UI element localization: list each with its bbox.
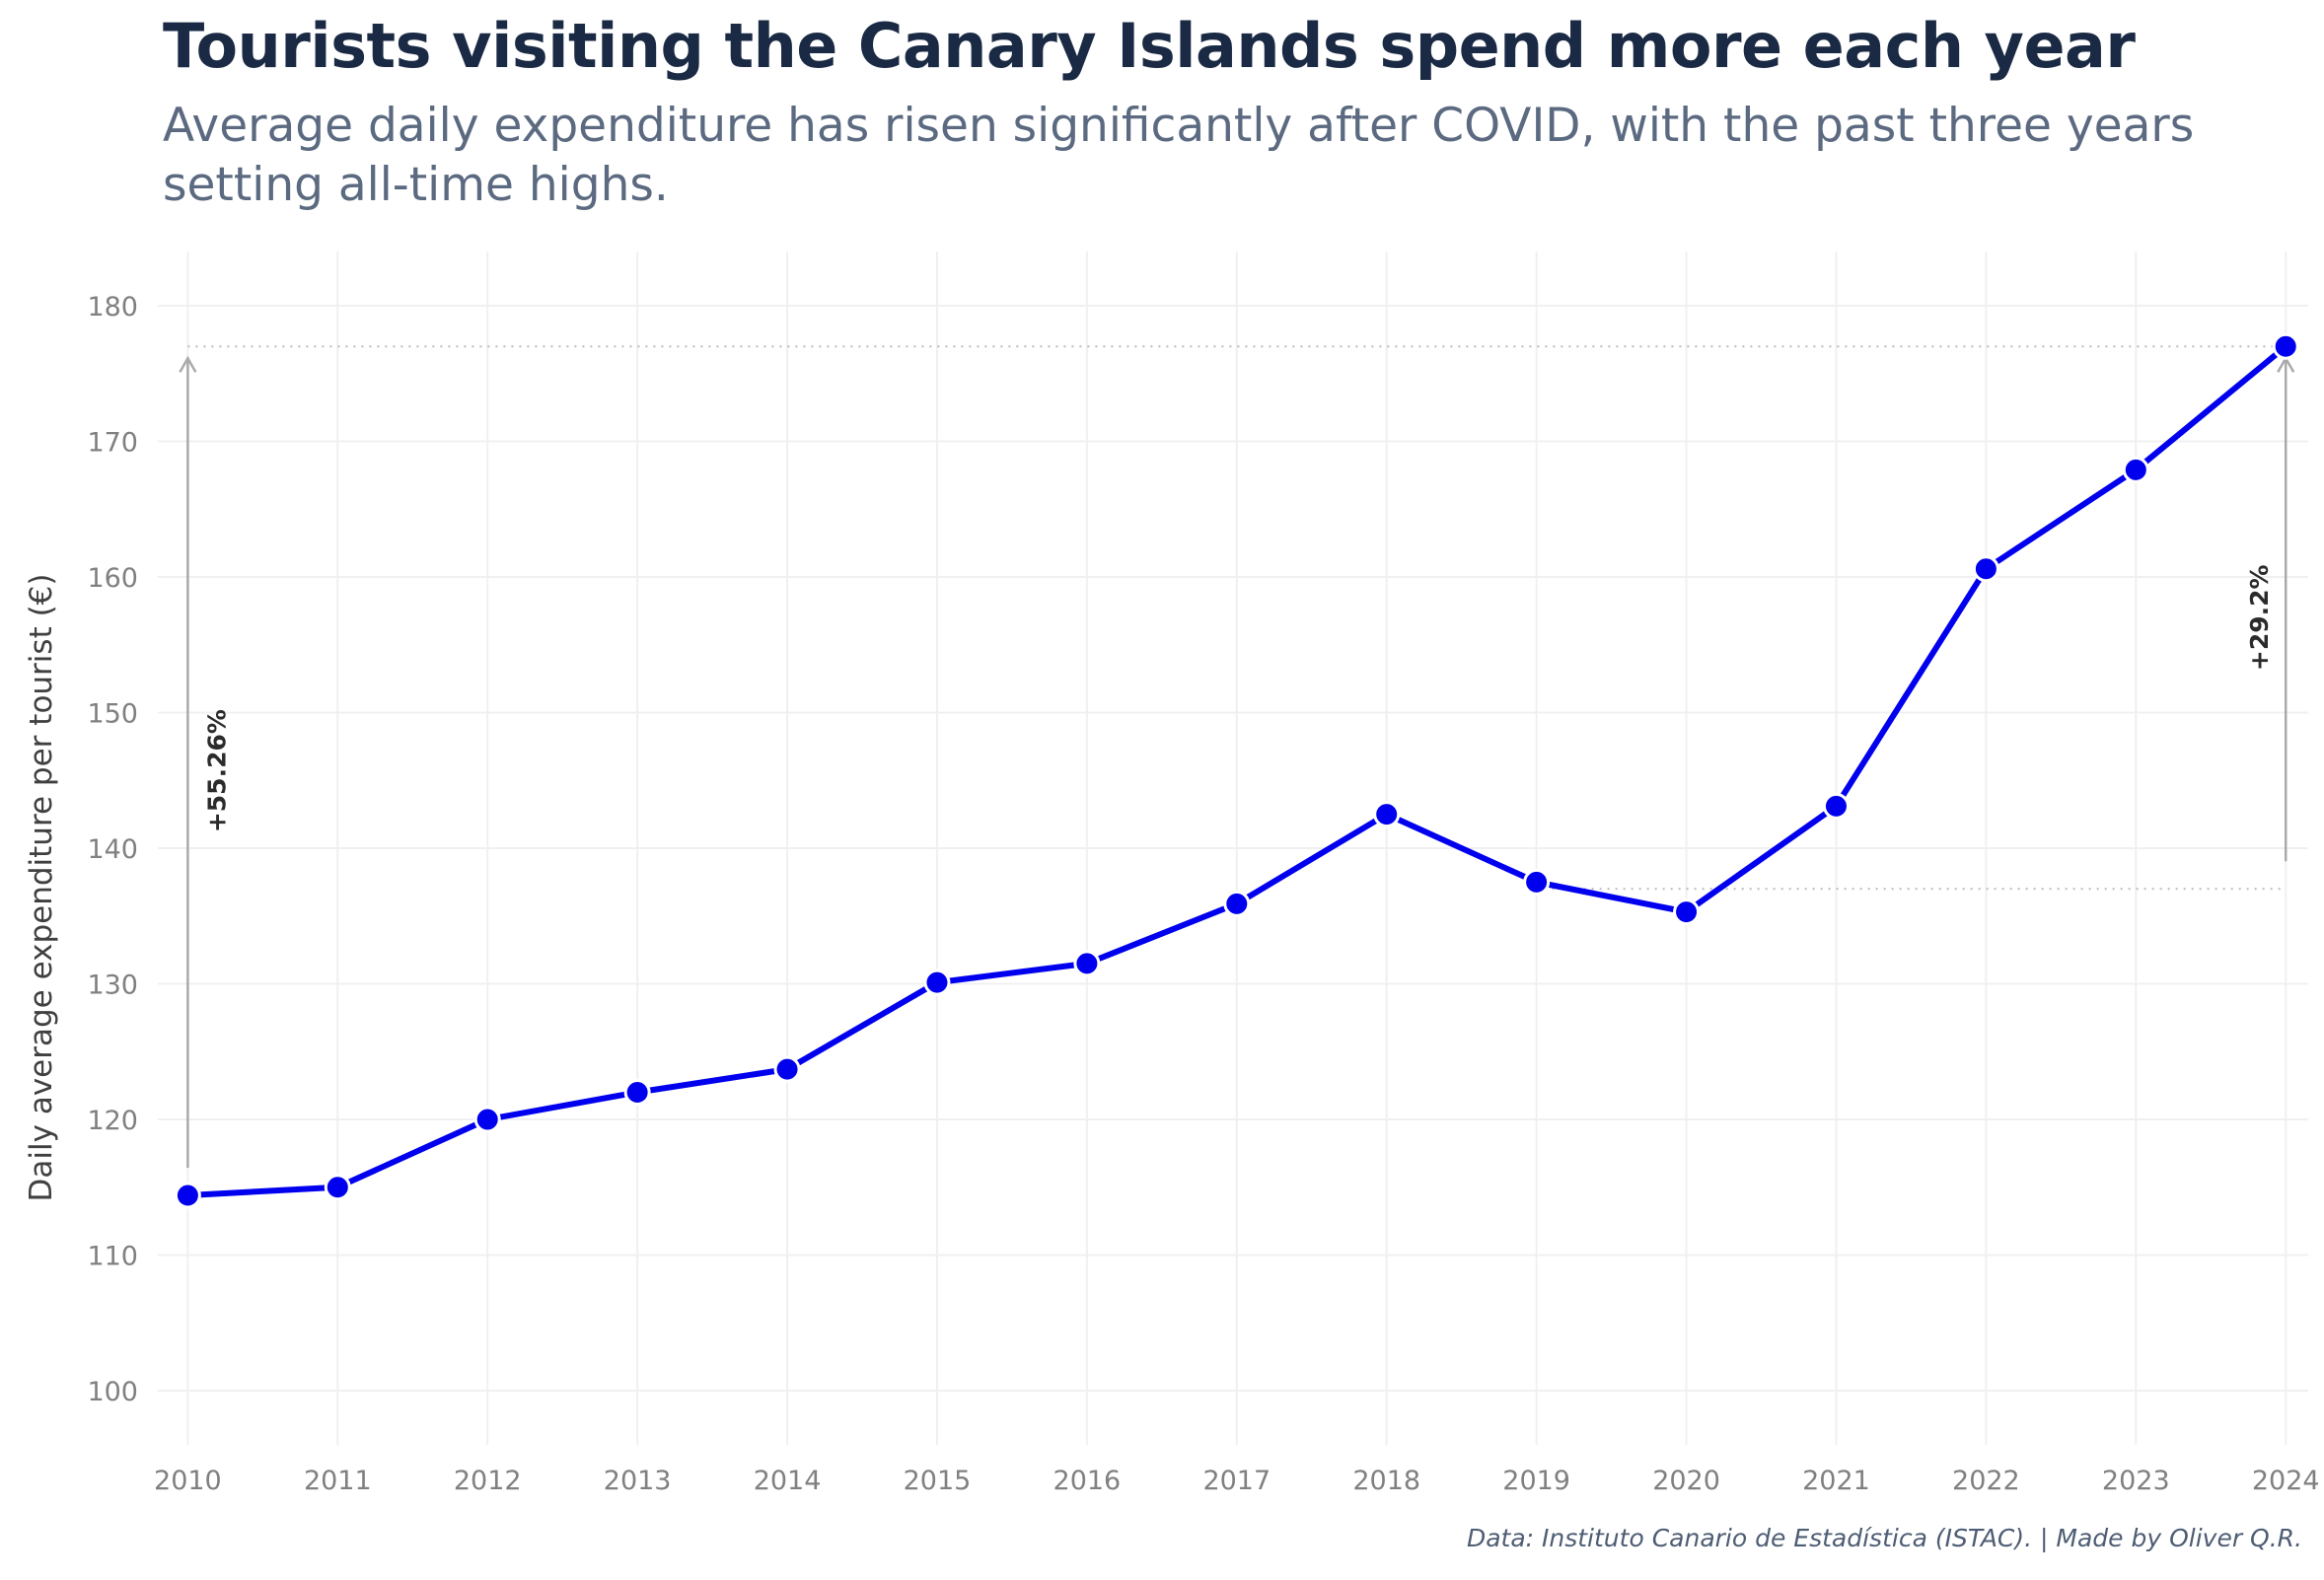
data-point-2014 (773, 1055, 801, 1083)
x-tick-label: 2023 (2102, 1466, 2170, 1496)
y-tick-label: 170 (87, 428, 138, 459)
data-point-2016 (1073, 950, 1101, 977)
y-tick-label: 120 (87, 1106, 138, 1136)
x-tick-label: 2021 (1802, 1466, 1870, 1496)
data-point-2023 (2122, 456, 2149, 483)
y-tick-label: 110 (87, 1242, 138, 1272)
change-annotations: +55.26% +29.2% (179, 355, 2295, 1168)
x-tick-label: 2018 (1352, 1466, 1420, 1496)
data-point-2024 (2272, 332, 2299, 360)
x-tick-label: 2016 (1053, 1466, 1122, 1496)
x-tick-label: 2022 (1952, 1466, 2020, 1496)
annotation-2010-2024-label: +55.26% (202, 709, 231, 832)
reference-lines (187, 345, 2287, 891)
chart-title: Tourists visiting the Canary Islands spe… (163, 10, 2136, 82)
data-point-2021 (1822, 792, 1850, 820)
x-tick-label: 2020 (1652, 1466, 1720, 1496)
data-point-2011 (324, 1174, 351, 1201)
chart-subtitle: Average daily expenditure has risen sign… (163, 99, 2195, 212)
annotation-2019-2024-label: +29.2% (2245, 564, 2274, 671)
y-tick-label: 150 (87, 699, 138, 730)
x-tick-label: 2015 (904, 1466, 972, 1496)
y-tick-label: 160 (87, 563, 138, 594)
data-point-2015 (923, 969, 951, 996)
data-point-2013 (623, 1079, 651, 1106)
x-tick-label: 2011 (304, 1466, 372, 1496)
data-point-2019 (1523, 868, 1551, 896)
x-tick-label: 2014 (754, 1466, 822, 1496)
x-axis-ticks: 2010 2011 2012 2013 2014 2015 2016 2017 2018 2019… (154, 1466, 2320, 1496)
x-tick-label: 2013 (604, 1466, 672, 1496)
x-tick-label: 2010 (154, 1466, 222, 1496)
y-tick-label: 100 (87, 1377, 138, 1407)
data-point-2022 (1972, 555, 1999, 583)
series-layer (174, 332, 2299, 1209)
data-point-2020 (1673, 898, 1701, 926)
y-tick-label: 130 (87, 970, 138, 1001)
data-point-2012 (473, 1106, 501, 1133)
data-point-2018 (1373, 801, 1401, 828)
y-tick-label: 180 (87, 292, 138, 323)
y-axis-ticks: 100 110 120 130 140 150 160 170 180 (87, 292, 138, 1407)
x-tick-label: 2024 (2252, 1466, 2320, 1496)
x-tick-label: 2017 (1202, 1466, 1271, 1496)
data-point-2010 (174, 1182, 201, 1209)
source-caption: Data: Instituto Canario de Estadística (… (1466, 1524, 2302, 1552)
grid-lines (158, 251, 2308, 1445)
x-tick-label: 2012 (454, 1466, 522, 1496)
y-axis-title: Daily average expenditure per tourist (€… (24, 574, 59, 1202)
x-tick-label: 2019 (1502, 1466, 1570, 1496)
data-point-2017 (1223, 890, 1251, 917)
annotation-2010-2024-arrowhead (179, 355, 197, 373)
y-tick-label: 140 (87, 834, 138, 865)
